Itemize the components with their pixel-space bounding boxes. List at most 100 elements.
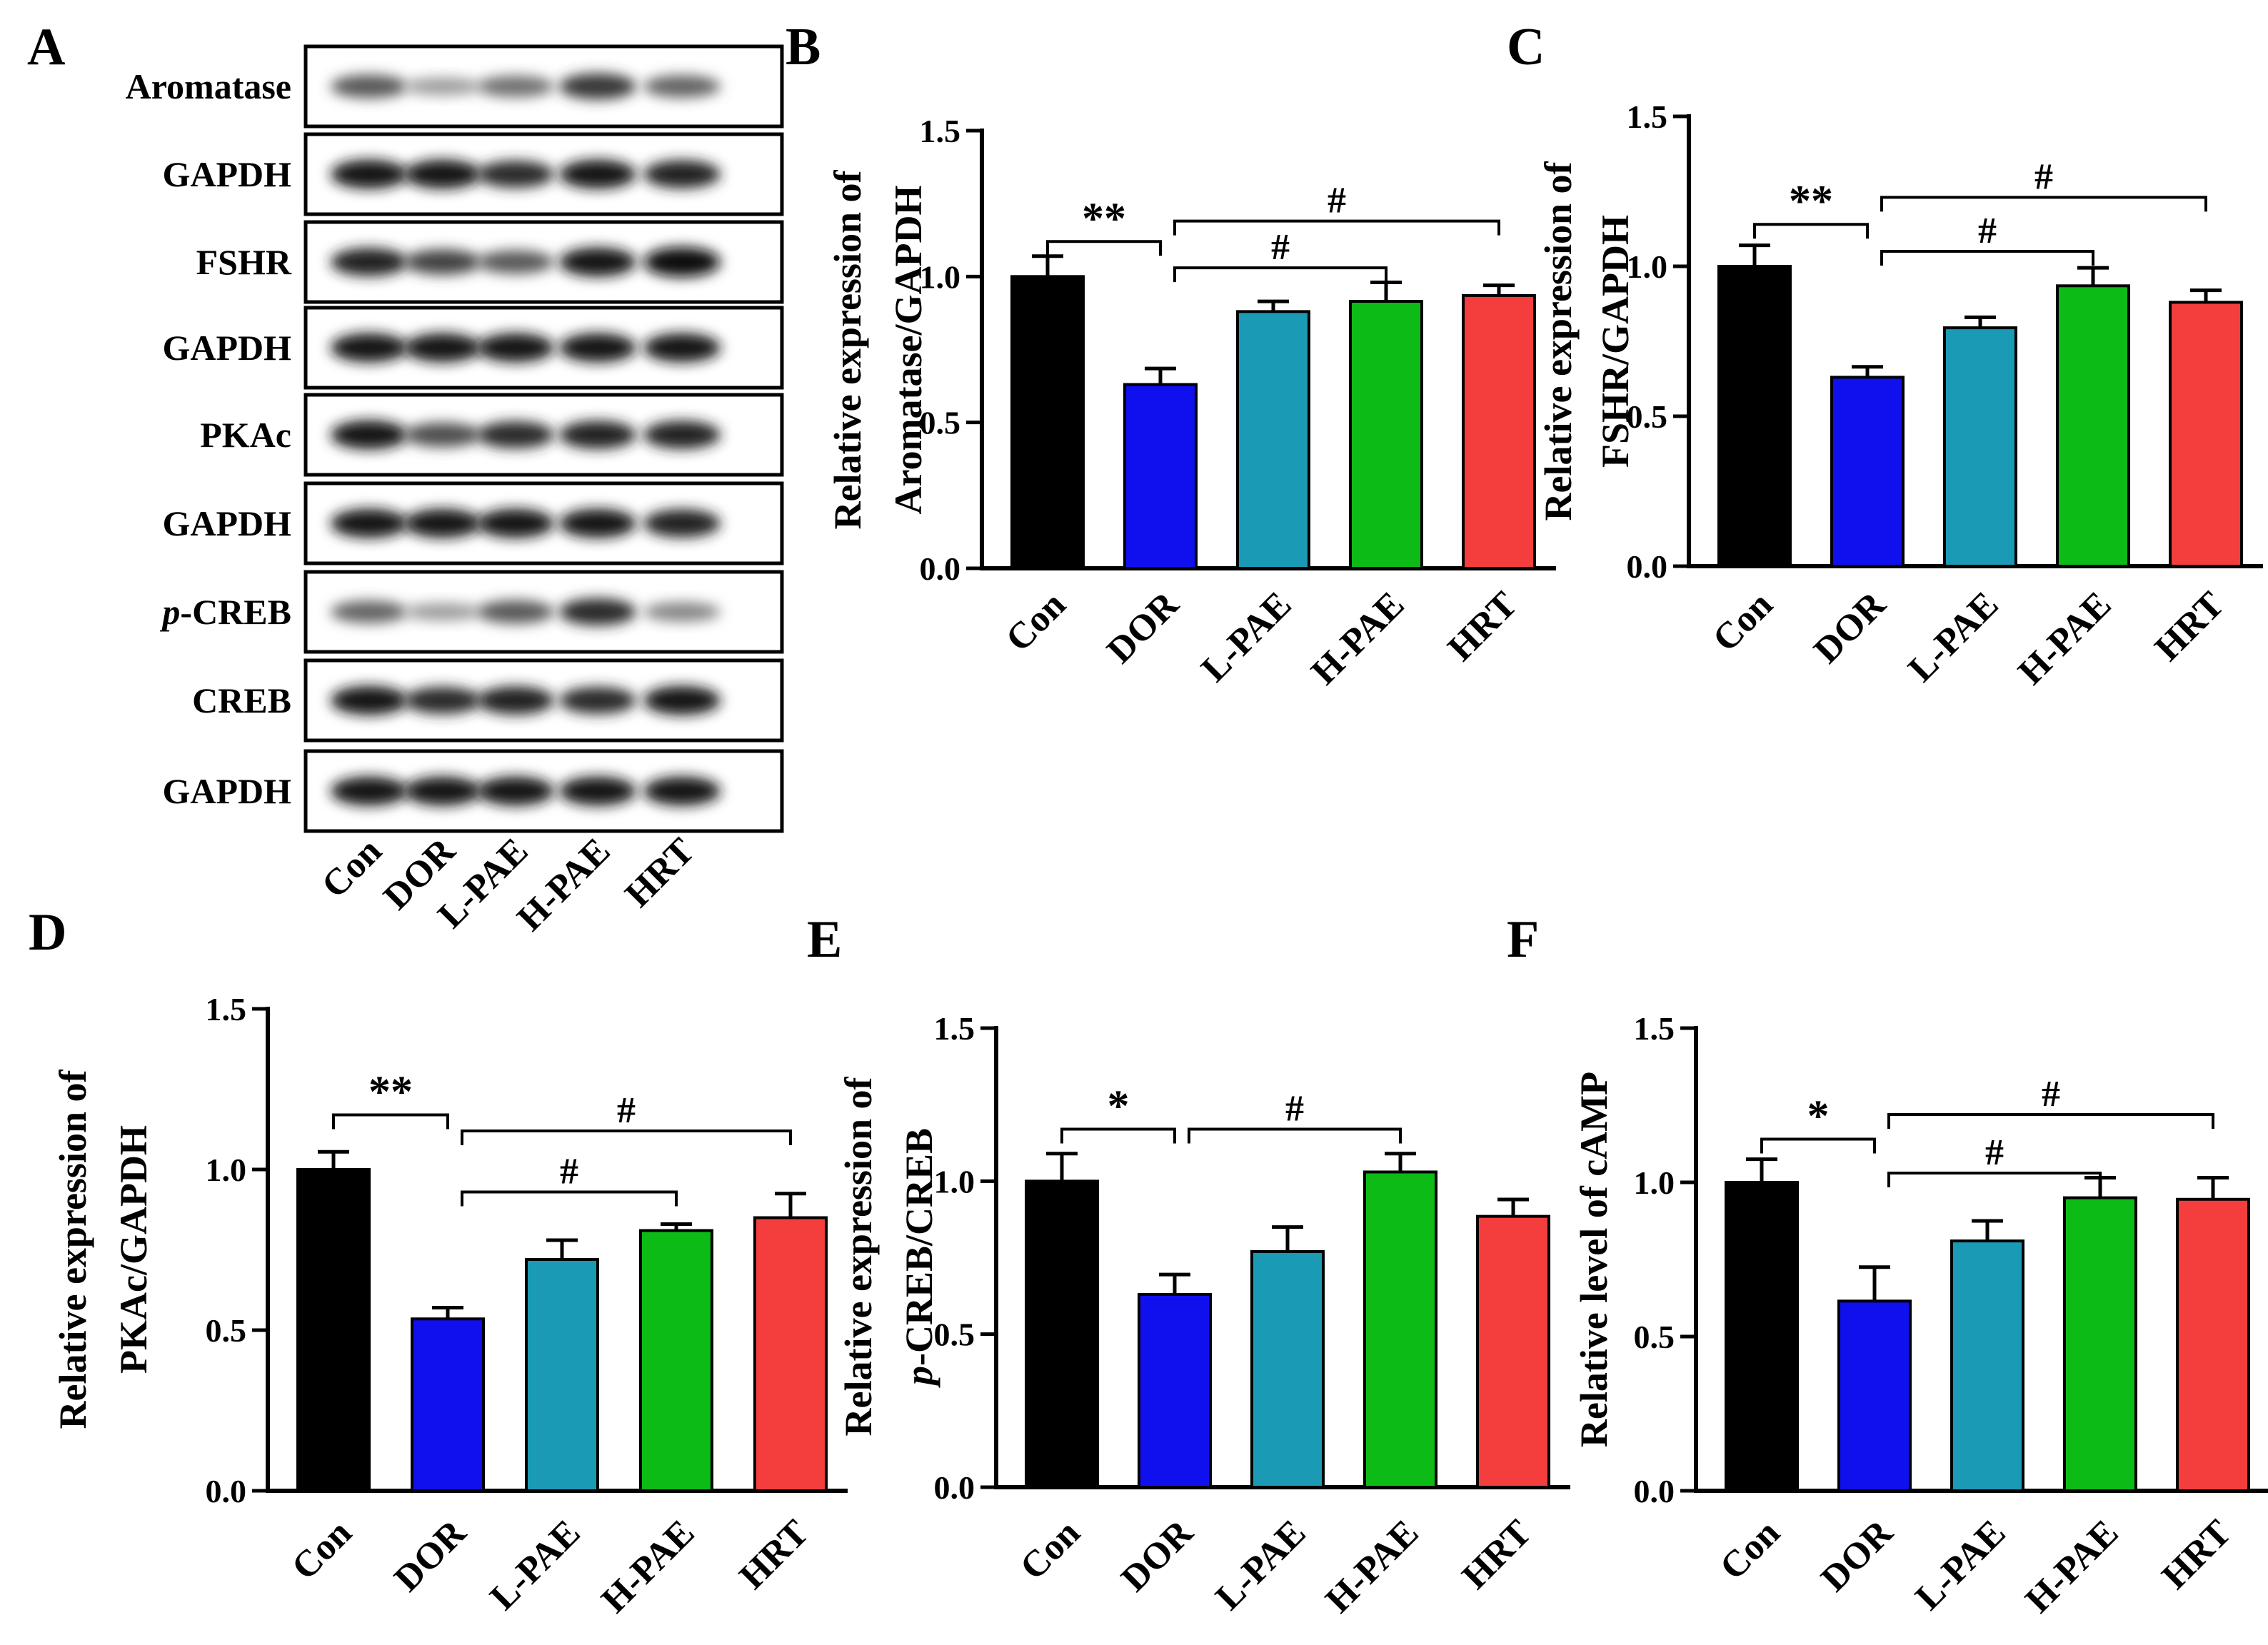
bar-dor (1830, 376, 1905, 568)
blot-band-2-4 (643, 247, 721, 277)
blot-band-3-3 (559, 333, 636, 363)
blot-band-8-2 (477, 776, 554, 806)
x-tick-label: Con (1013, 1512, 1088, 1588)
significance-bracket (461, 1190, 678, 1207)
bar-dor (1837, 1299, 1912, 1492)
y-tick-label: 0.5 (920, 405, 961, 441)
panel-label-f: F (1507, 910, 1539, 969)
blot-band-2-1 (404, 249, 481, 275)
blot-band-6-2 (477, 600, 554, 624)
blot-row-label: p-CREB (159, 592, 291, 632)
blot-band-5-4 (643, 509, 721, 538)
chart-d-pkac: 0.0 0.5 1.0 1.5 Relative expression of PKAc/G… (51, 991, 848, 1621)
x-tick-label: DOR (1813, 1511, 1901, 1599)
significance-bracket (1173, 219, 1500, 236)
y-tick-label: 1.5 (206, 991, 247, 1027)
y-axis-label: PKAc/GAPDH (112, 1125, 155, 1374)
y-axis-label: Relative level of cAMP (1572, 1072, 1615, 1447)
blot-band-3-2 (477, 333, 554, 363)
panel-label-b: B (786, 18, 821, 76)
bar-con (1010, 275, 1085, 570)
significance-mark: # (560, 1152, 578, 1192)
y-tick-label: 1.5 (1634, 1010, 1675, 1047)
blot-band-4-2 (477, 421, 554, 449)
significance-bracket (1887, 1172, 2102, 1188)
blot-row-label: PKAc (200, 415, 291, 455)
significance-bracket (332, 1113, 449, 1130)
blot-band-1-4 (643, 160, 721, 188)
blot-row-label: FSHR (196, 242, 292, 282)
bar-con (1725, 1181, 1799, 1492)
blot-band-7-3 (559, 686, 636, 715)
x-tick-label: HRT (2147, 584, 2232, 669)
blot-band-6-4 (643, 602, 721, 622)
blot-band-0-1 (404, 77, 481, 96)
blot-band-2-0 (331, 248, 408, 276)
significance-mark: # (2034, 156, 2053, 197)
significance-mark: ** (368, 1068, 413, 1117)
significance-mark: # (1985, 1132, 2004, 1173)
x-tick-label: L-PAE (1908, 1512, 2014, 1618)
bar-hrt (2169, 301, 2243, 568)
bar-dor (411, 1317, 485, 1492)
significance-bracket (1880, 250, 2094, 266)
significance-bracket (1060, 1127, 1176, 1144)
blot-band-4-0 (331, 420, 408, 450)
blot-band-0-4 (643, 75, 721, 98)
significance-bracket (1880, 196, 2207, 212)
significance-mark: # (1285, 1088, 1304, 1129)
x-tick-label: DOR (1113, 1511, 1201, 1599)
x-tick-label: HRT (1440, 584, 1525, 669)
significance-mark: # (1271, 227, 1290, 268)
x-tick-label: L-PAE (483, 1512, 588, 1618)
blot-band-4-1 (404, 422, 481, 448)
x-tick-label: H-PAE (1304, 584, 1413, 693)
blot-row-label: CREB (192, 680, 291, 720)
blot-lane-label: H-PAE (510, 830, 618, 939)
x-tick-label: H-PAE (594, 1512, 703, 1621)
x-tick-label: L-PAE (1208, 1512, 1314, 1618)
panel-label-c: C (1507, 18, 1545, 76)
blot-band-5-2 (477, 508, 554, 538)
y-tick-label: 0.0 (206, 1473, 247, 1509)
blot-band-2-3 (559, 247, 636, 277)
blot-band-7-2 (477, 686, 554, 715)
y-axis-label: Aromatase/GAPDH (887, 186, 930, 515)
y-axis-label: p-CREB/CREB (898, 1128, 940, 1388)
blot-band-7-1 (404, 686, 481, 715)
blot-band-8-4 (643, 776, 721, 806)
bar-l-pae (1950, 1239, 2024, 1492)
chart-b-aromatase: 0.0 0.5 1.0 1.5 Relative expression of Aromat… (826, 113, 1556, 693)
blot-band-5-3 (559, 508, 636, 538)
y-axis-label: Relative expression of (826, 170, 869, 530)
blot-row-label: GAPDH (162, 771, 291, 811)
blot-band-3-4 (643, 333, 721, 363)
x-tick-label: H-PAE (2011, 584, 2119, 693)
blot-band-5-0 (331, 508, 408, 538)
x-tick-label: L-PAE (1194, 584, 1300, 690)
significance-mark: * (1108, 1082, 1130, 1130)
blot-band-2-2 (477, 250, 554, 274)
x-tick-label: Con (1705, 584, 1781, 660)
y-axis-label: Relative expression of (837, 1077, 880, 1437)
bar-hrt (753, 1216, 828, 1492)
y-tick-label: 1.5 (920, 113, 961, 149)
y-tick-label: 1.0 (1627, 248, 1668, 285)
blot-band-1-2 (477, 160, 554, 188)
panel-label-d: D (29, 903, 66, 962)
bar-dor (1123, 383, 1198, 570)
blot-band-6-0 (331, 600, 408, 623)
chart-f-camp: 0.0 0.5 1.0 1.5 Relative level of cAMP Con DOR… (1572, 1010, 2268, 1621)
significance-bracket (1188, 1127, 1402, 1144)
bar-l-pae (1250, 1249, 1325, 1489)
bar-l-pae (1236, 310, 1310, 570)
bar-l-pae (1943, 326, 2017, 568)
x-tick-label: DOR (1806, 583, 1894, 671)
bar-con (1025, 1179, 1099, 1489)
significance-mark: # (617, 1090, 636, 1131)
bar-h-pae (2056, 284, 2130, 568)
significance-bracket (1887, 1112, 2214, 1129)
blot-lane-label: HRT (618, 830, 703, 915)
blot-band-1-0 (331, 159, 408, 189)
significance-bracket (1760, 1137, 1876, 1154)
